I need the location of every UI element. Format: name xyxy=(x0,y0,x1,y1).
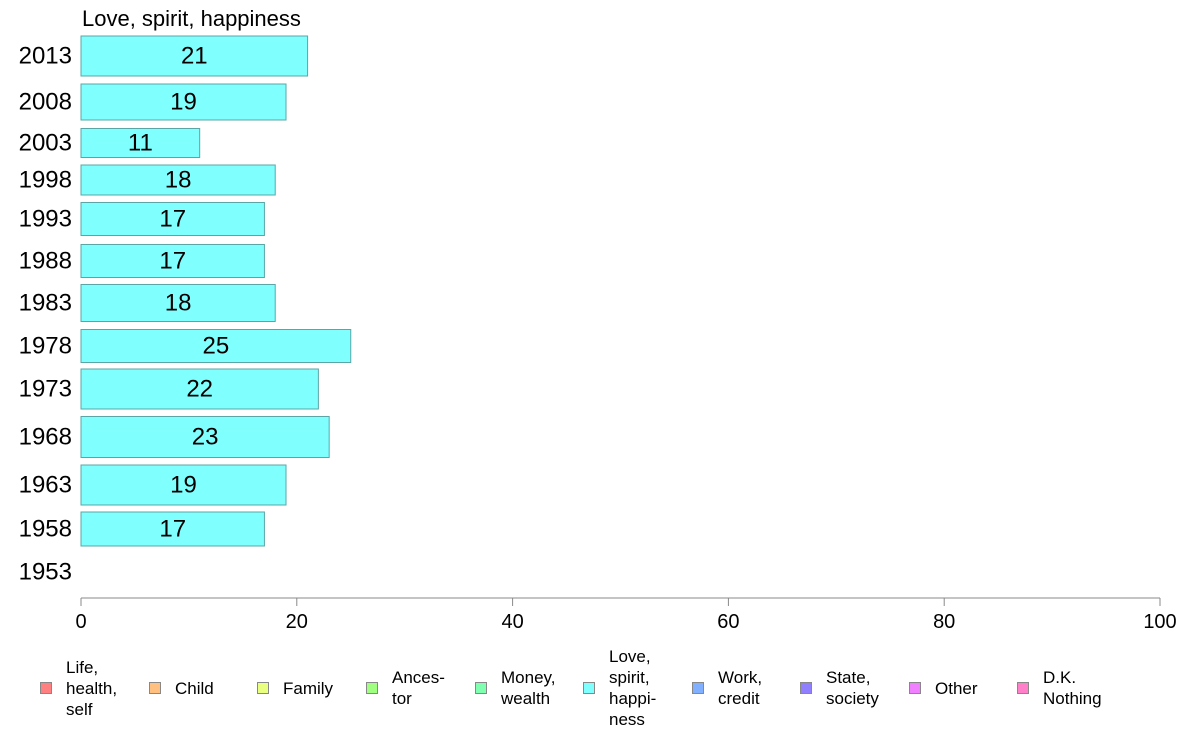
bar-value-label: 19 xyxy=(170,89,197,116)
legend-label: Work, credit xyxy=(718,668,763,708)
legend-label: Money, wealth xyxy=(501,668,556,708)
legend-item: Child xyxy=(149,640,214,736)
y-tick-label: 2013 xyxy=(19,43,72,70)
legend-label: State, society xyxy=(826,668,879,708)
bar-value-label: 11 xyxy=(128,130,153,157)
legend-label: Love, spirit, happi- ness xyxy=(609,647,657,729)
chart-title: Love, spirit, happiness xyxy=(82,6,301,31)
y-tick-label: 1988 xyxy=(19,248,72,275)
legend-swatch xyxy=(366,682,378,694)
bar-value-label: 21 xyxy=(181,43,208,70)
y-axis-labels: 2013 2008 2003 1998 1993 1988 1983 1978 1973 1968… xyxy=(19,43,72,586)
legend-label: Ances- tor xyxy=(392,668,445,708)
y-tick-label: 1963 xyxy=(19,472,72,499)
legend-swatch xyxy=(257,682,269,694)
bar-value-label: 25 xyxy=(203,333,230,360)
bar xyxy=(80,202,265,236)
legend-swatch xyxy=(800,682,812,694)
legend-label: Other xyxy=(935,678,978,698)
bar-value-label: 17 xyxy=(159,248,186,275)
legend-item: Money, wealth xyxy=(475,640,556,736)
legend-item: D.K. Nothing xyxy=(1017,640,1102,736)
x-tick-label: 40 xyxy=(501,611,523,633)
y-tick-label: 1953 xyxy=(19,559,72,586)
y-tick-label: 1958 xyxy=(19,516,72,543)
bar-value-label: 19 xyxy=(170,472,197,499)
bar-value-label: 18 xyxy=(165,167,192,194)
x-tick-label: 20 xyxy=(286,611,308,633)
y-tick-label: 1983 xyxy=(19,290,72,317)
legend-label: Life, health, self xyxy=(66,657,118,719)
legend-swatch xyxy=(692,682,704,694)
bar xyxy=(80,83,287,121)
legend-swatch xyxy=(40,682,52,694)
legend-label: Child xyxy=(175,678,214,698)
legend-item: Work, credit xyxy=(692,640,762,736)
y-tick-label: 1973 xyxy=(19,376,72,403)
bar xyxy=(80,511,265,547)
y-tick-label: 1993 xyxy=(19,206,72,233)
legend-swatch xyxy=(909,682,921,694)
x-tick-label: 0 xyxy=(75,611,86,633)
bar xyxy=(80,416,330,458)
bar xyxy=(80,368,319,410)
legend-item: State, society xyxy=(800,640,879,736)
bar-chart: Love, spirit, happiness 21 19 11 18 17 17 18 25… xyxy=(19,6,1177,633)
legend-swatch xyxy=(1017,682,1029,694)
bar xyxy=(80,164,276,196)
y-tick-label: 2008 xyxy=(19,89,72,116)
legend: Life, health, self Child Family Ances- tor M… xyxy=(0,640,1188,736)
x-tick-label: 80 xyxy=(933,611,955,633)
legend-item: Love, spirit, happi- ness xyxy=(583,640,656,736)
bar-value-label: 22 xyxy=(186,376,213,403)
legend-item: Family xyxy=(257,640,333,736)
y-tick-label: 1968 xyxy=(19,424,72,451)
bar-value-label: 17 xyxy=(159,516,186,543)
legend-label: Family xyxy=(283,678,334,698)
bar-value-label: 18 xyxy=(165,290,192,317)
legend-label: D.K. Nothing xyxy=(1043,668,1102,708)
bar xyxy=(80,284,276,322)
y-tick-label: 1978 xyxy=(19,333,72,360)
bar xyxy=(80,35,309,77)
legend-swatch xyxy=(149,682,161,694)
y-tick-label: 1998 xyxy=(19,167,72,194)
bars-group: 21 19 11 18 17 17 18 25 22 23 19 17 xyxy=(80,35,352,547)
bar-value-label: 17 xyxy=(159,206,186,233)
x-tick-label: 60 xyxy=(717,611,739,633)
legend-swatch xyxy=(583,682,595,694)
bar-value-label: 23 xyxy=(192,424,219,451)
legend-swatch xyxy=(475,682,487,694)
x-tick-label: 100 xyxy=(1143,611,1176,633)
legend-item: Other xyxy=(909,640,978,736)
bar xyxy=(80,244,265,278)
bar xyxy=(80,464,287,506)
legend-item: Ances- tor xyxy=(366,640,445,736)
legend-item: Life, health, self xyxy=(40,640,117,736)
y-tick-label: 2003 xyxy=(19,130,72,157)
x-axis: 0 20 40 60 80 100 xyxy=(75,597,1177,633)
bar xyxy=(80,128,201,158)
bar xyxy=(80,329,352,363)
